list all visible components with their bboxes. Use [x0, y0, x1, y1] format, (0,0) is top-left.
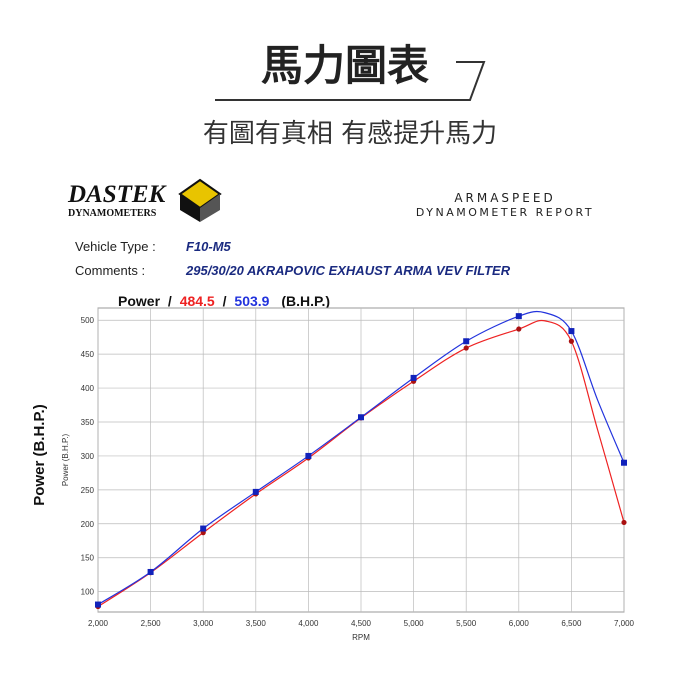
x-tick-label: 4,500 — [351, 619, 372, 628]
marker — [568, 338, 575, 344]
y-tick-label: 300 — [81, 452, 95, 461]
marker — [200, 525, 207, 532]
y-axis-title-small: Power (B.H.P.) — [61, 434, 70, 487]
marker — [463, 338, 470, 345]
marker — [252, 488, 259, 495]
y-tick-label: 100 — [81, 588, 95, 597]
marker — [410, 374, 417, 381]
marker — [621, 519, 627, 526]
brand-logo — [178, 178, 222, 222]
page-title: 馬力圖表 — [261, 41, 429, 90]
y-tick-label: 400 — [81, 384, 95, 393]
vehicle-label: Vehicle Type : — [75, 239, 156, 254]
y-tick-label: 500 — [81, 316, 95, 325]
peak-value: 503.9 — [234, 293, 269, 309]
x-tick-label: 4,000 — [298, 619, 319, 628]
subtitle: 有圖有真相 有感提升馬力 — [203, 119, 497, 149]
marker — [516, 326, 522, 332]
marker — [95, 601, 101, 608]
separator: / — [223, 293, 227, 309]
brand: DASTEK — [67, 181, 168, 208]
marker — [147, 568, 154, 575]
x-tick-label: 2,500 — [141, 619, 162, 628]
vehicle: F10-M5 — [186, 239, 232, 254]
company: ARMASPEED — [454, 191, 555, 205]
y-tick-label: 200 — [81, 520, 95, 529]
comments: 295/30/20 AKRAPOVIC EXHAUST ARMA VEV FIL… — [185, 263, 511, 278]
y-axis-title: Power (B.H.P.) — [31, 404, 48, 505]
x-tick-label: 2,000 — [88, 619, 109, 628]
title-underline — [215, 61, 486, 101]
chart-title: Power / 484.5 / 503.9 (B.H.P.) — [118, 293, 330, 309]
marker — [463, 345, 469, 351]
x-tick-label: 5,000 — [404, 619, 425, 628]
chart-title-text: Power — [118, 293, 161, 309]
y-tick-label: 450 — [81, 350, 95, 359]
separator: / — [168, 293, 172, 309]
x-tick-label: 3,500 — [246, 619, 267, 628]
x-tick-label: 6,500 — [561, 619, 582, 628]
marker — [515, 313, 522, 320]
comments-label: Comments : — [75, 263, 145, 278]
x-tick-label: 6,000 — [509, 619, 530, 628]
report-title: DYNAMOMETER REPORT — [416, 206, 594, 219]
y-tick-label: 150 — [81, 554, 95, 563]
x-tick-label: 7,000 — [614, 619, 635, 628]
x-tick-label: 5,500 — [456, 619, 477, 628]
peak-value: 484.5 — [180, 293, 215, 309]
y-tick-label: 350 — [81, 418, 95, 427]
marker — [568, 328, 575, 335]
marker — [621, 459, 627, 466]
y-tick-label: 250 — [81, 486, 95, 495]
marker — [305, 452, 312, 459]
x-axis-title: RPM — [352, 633, 370, 642]
marker — [358, 414, 364, 421]
x-tick-label: 3,000 — [193, 619, 214, 628]
unit: (B.H.P.) — [281, 293, 330, 309]
brand-sub: DYNAMOMETERS — [68, 208, 157, 219]
